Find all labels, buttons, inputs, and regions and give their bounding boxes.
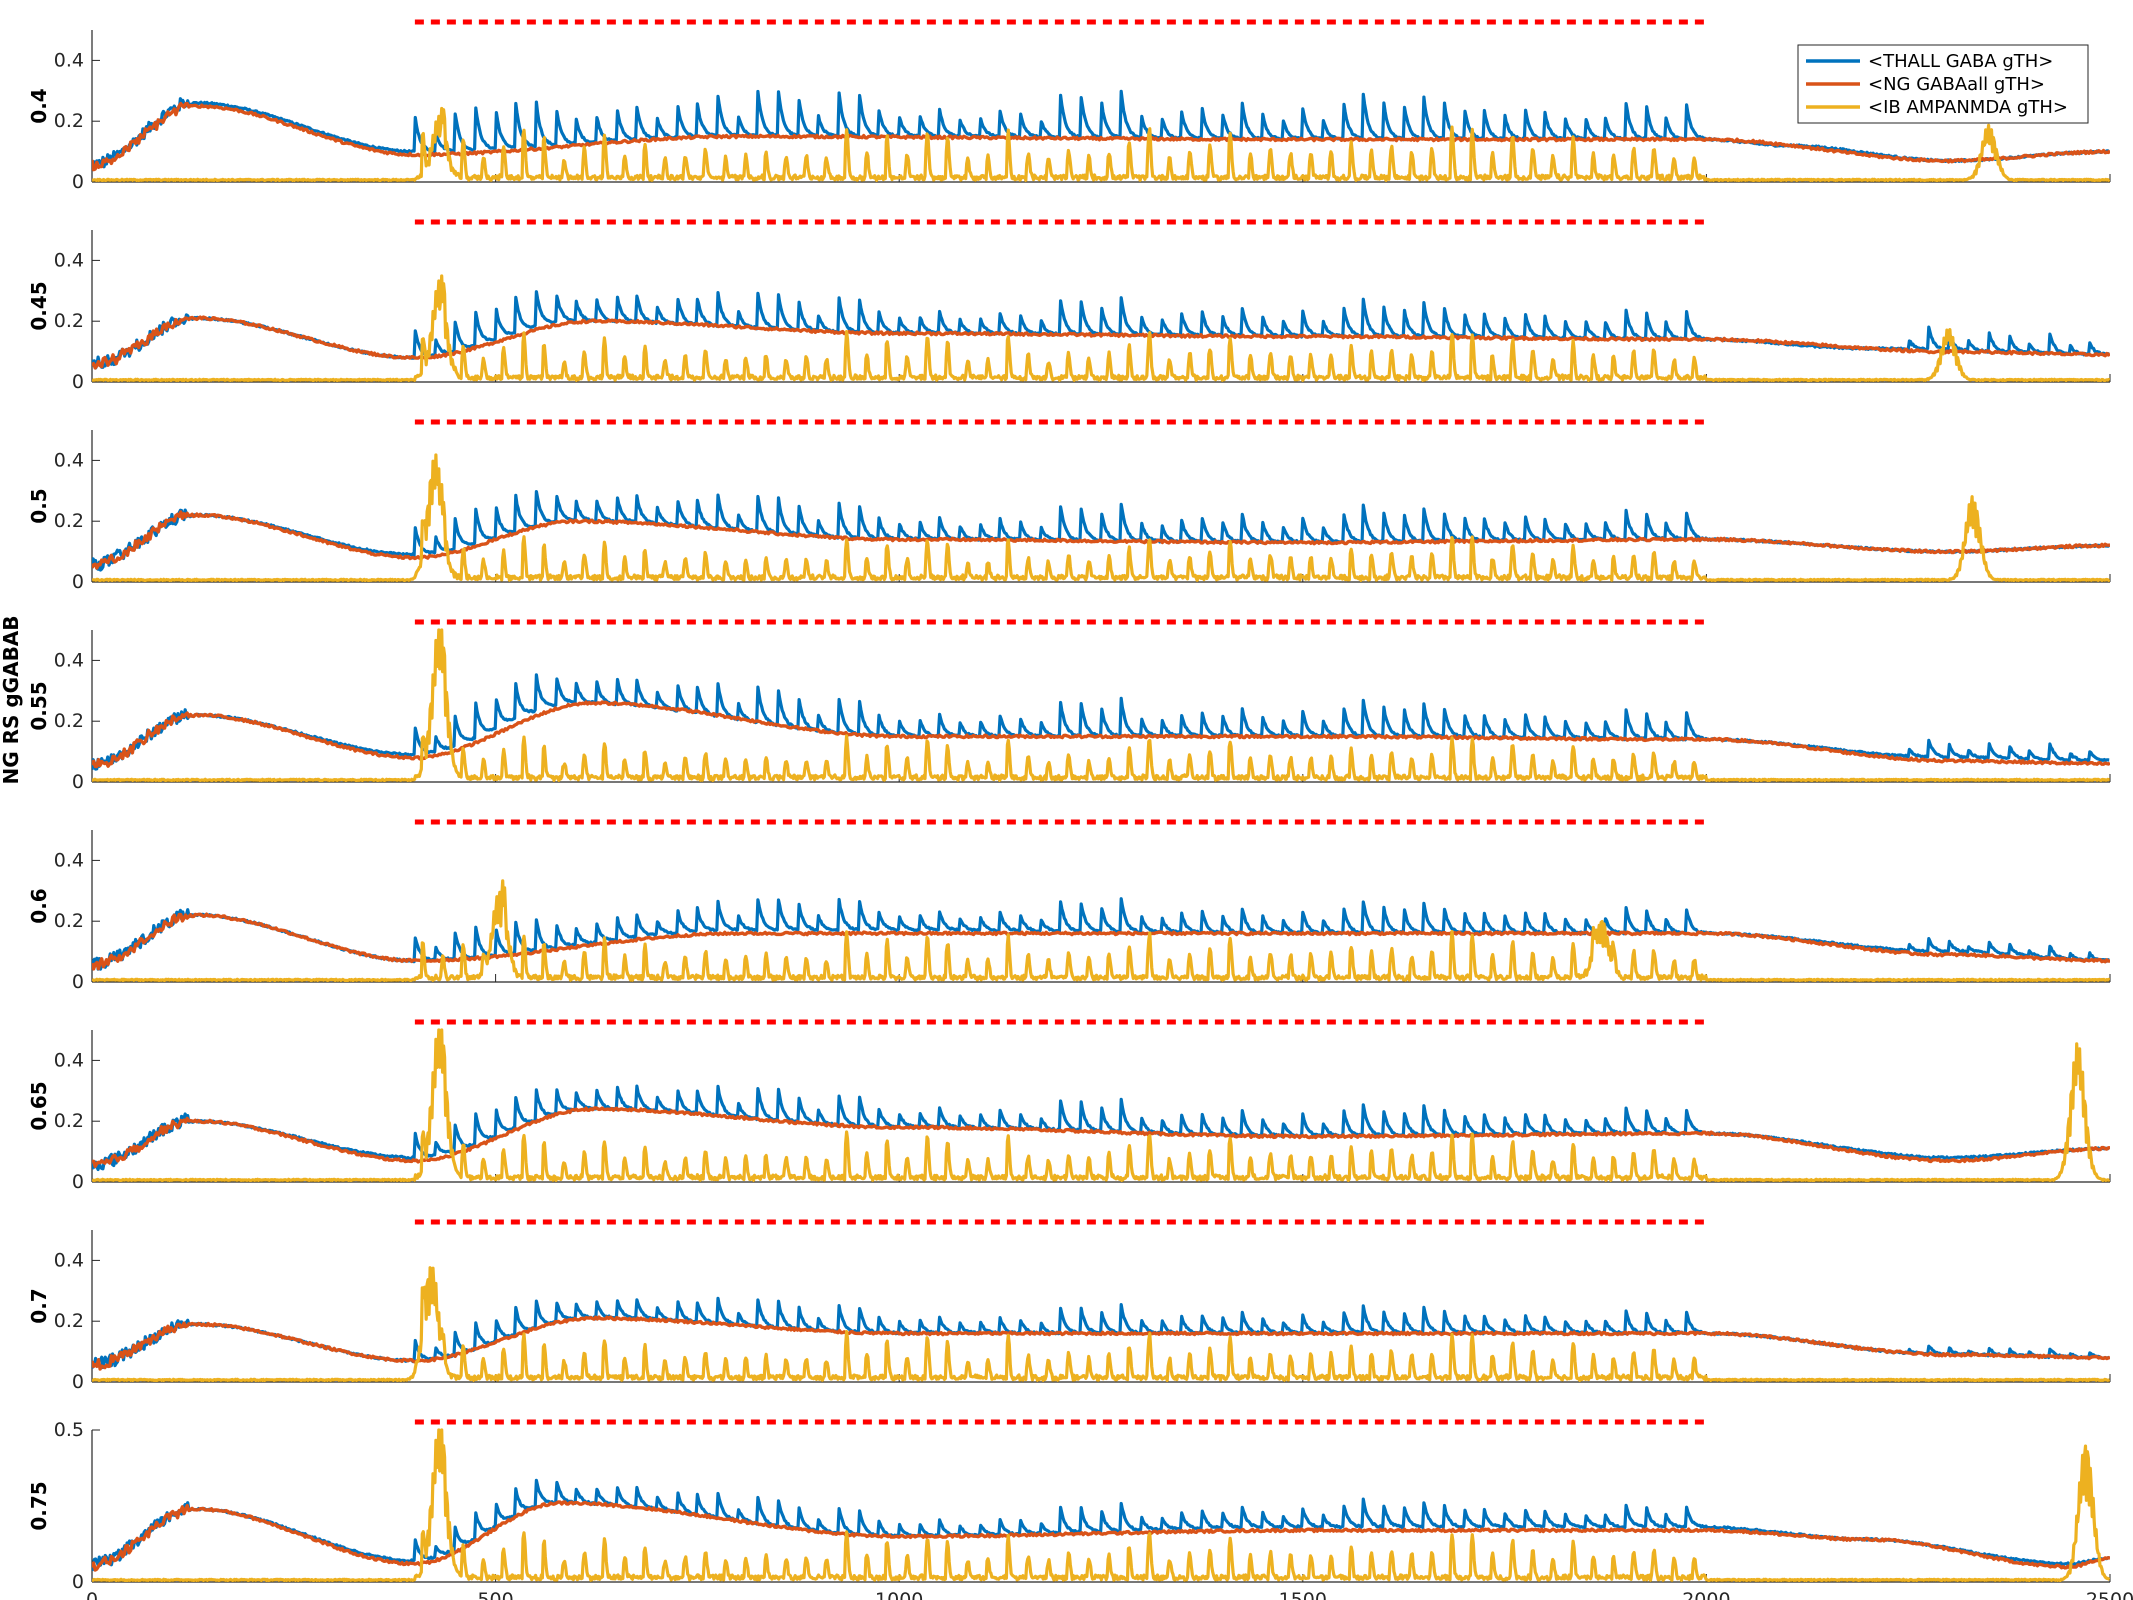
y-tick-label: 0.2 (54, 710, 84, 732)
y-tick-label: 0.5 (54, 1419, 84, 1441)
panel-6: 0 0.2 0.40.65 (27, 1019, 2111, 1193)
panel-label: 0.6 (27, 888, 51, 923)
panel-1: 00.20.40.4 (27, 19, 2111, 193)
series-ng-gabaall (92, 1106, 2110, 1169)
series-ib-ampanmda (92, 628, 2110, 782)
series-thall-gaba (92, 490, 2110, 572)
legend-entry: <NG GABAall gTH> (1868, 74, 2045, 95)
y-tick-label: 0 (72, 771, 84, 793)
x-tick-label: 2000 (1682, 1589, 1730, 1600)
y-tick-label: 0 (72, 371, 84, 393)
plot-area (92, 628, 2110, 782)
panels-group: 00.20.40.400.20.40.4500.20.40.500.20.40.… (27, 19, 2133, 1600)
panel-label: 0.4 (27, 88, 51, 123)
series-ib-ampanmda (92, 1266, 2110, 1382)
legend-entry: <IB AMPANMDA gTH> (1868, 97, 2068, 118)
series-ib-ampanmda (92, 879, 2110, 982)
plot-area (92, 274, 2110, 382)
series-ib-ampanmda (92, 453, 2110, 582)
y-tick-label: 0 (72, 571, 84, 593)
x-tick-label: 1500 (1279, 1589, 1327, 1600)
series-ng-gabaall (92, 1315, 2110, 1371)
y-tick-label: 0 (72, 971, 84, 993)
series-thall-gaba (92, 1478, 2110, 1572)
y-tick-label: 0.2 (54, 1110, 84, 1132)
panel-3: 0 0.2 0.40.5 (27, 419, 2111, 593)
series-ib-ampanmda (92, 1428, 2110, 1582)
panel-label: 0.65 (27, 1081, 51, 1130)
y-tick-label: 0.4 (54, 849, 84, 871)
legend: <THALL GABA gTH><NG GABAall gTH><IB AMPA… (1797, 44, 2089, 124)
plot-area (92, 1266, 2110, 1382)
y-tick-label: 0.2 (54, 110, 84, 132)
panel-8: 0 0.5 0.75 0 500 1000 1500 2000 2500 (27, 1419, 2133, 1600)
series-thall-gaba (92, 897, 2110, 971)
y-tick-label: 0.4 (54, 449, 84, 471)
panel-label: 0.75 (27, 1481, 51, 1530)
y-tick-label: 0.2 (54, 910, 84, 932)
y-tick-label: 0 (72, 171, 84, 193)
series-ib-ampanmda (92, 274, 2110, 382)
y-tick-label: 0 (72, 1371, 84, 1393)
series-ib-ampanmda (92, 1028, 2110, 1182)
y-tick-label: 0.4 (54, 649, 84, 671)
y-tick-label: 0.2 (54, 510, 84, 532)
y-tick-label: 0.2 (54, 1310, 84, 1332)
x-tick-label: 1000 (875, 1589, 923, 1600)
series-ng-gabaall (92, 912, 2110, 971)
series-ng-gabaall (92, 510, 2110, 570)
legend-entry: <THALL GABA gTH> (1868, 51, 2053, 72)
y-tick-label: 0.4 (54, 1049, 84, 1071)
y-axis-label: NG RS gGABAB (0, 615, 23, 784)
series-ib-ampanmda (92, 106, 2110, 182)
x-tick-label: 2500 (2086, 1589, 2133, 1600)
y-tick-label: 0.2 (54, 310, 84, 332)
panel-label: 0.45 (27, 281, 51, 330)
y-tick-label: 0 (72, 1571, 84, 1593)
series-ng-gabaall (92, 1500, 2110, 1572)
panel-label: 0.7 (27, 1288, 51, 1323)
plot-area (92, 89, 2110, 182)
panel-5: 0 0.2 0.40.6 (27, 819, 2111, 993)
series-ng-gabaall (92, 700, 2110, 769)
panel-7: 0 0.2 0.40.7 (27, 1219, 2111, 1393)
y-tick-label: 0.4 (54, 1249, 84, 1271)
y-tick-label: 0.4 (54, 249, 84, 271)
plot-area (92, 1028, 2110, 1182)
x-tick-label: 500 (477, 1589, 513, 1600)
plot-area (92, 879, 2110, 982)
plot-area (92, 453, 2110, 582)
y-tick-label: 0 (72, 1171, 84, 1193)
panel-4: 0 0.2 0.40.55 (27, 619, 2111, 793)
series-thall-gaba (92, 1084, 2110, 1172)
plot-area (92, 1428, 2110, 1582)
panel-label: 0.55 (27, 681, 51, 730)
panel-2: 0 0.2 0.40.45 (27, 219, 2111, 393)
x-tick-label: 0 (86, 1589, 98, 1600)
panel-label: 0.5 (27, 488, 51, 523)
y-tick-label: 0.4 (54, 49, 84, 71)
